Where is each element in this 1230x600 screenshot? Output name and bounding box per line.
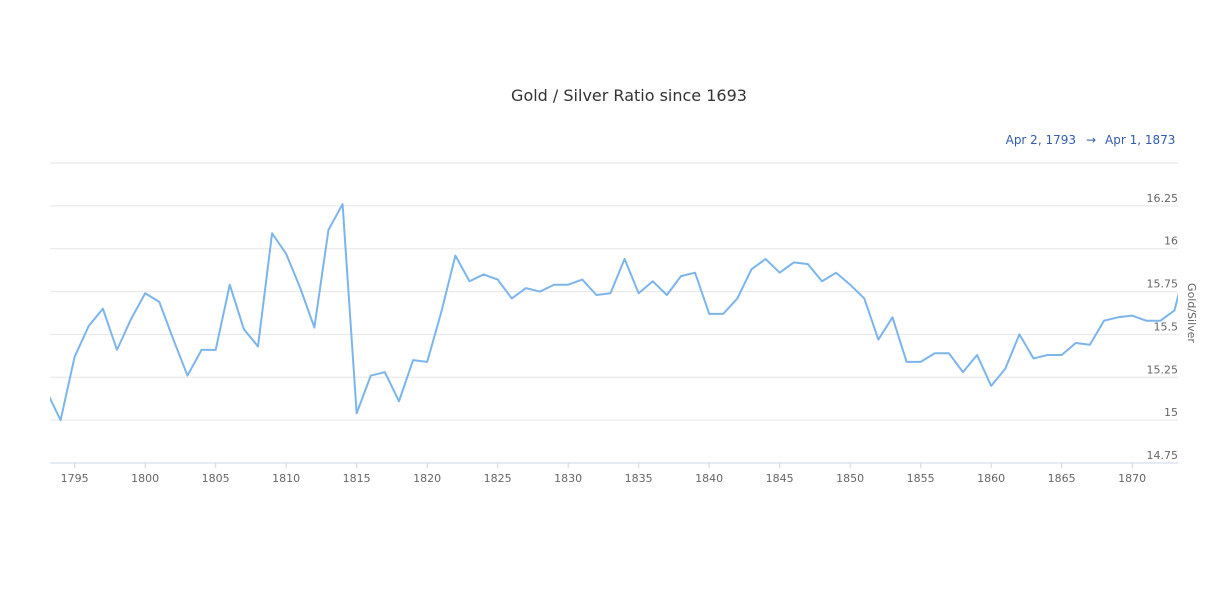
y-tick-label: 15 <box>1164 406 1178 419</box>
y-tick-label: 15.5 <box>1154 320 1179 333</box>
range-end: Apr 1, 1873 <box>1105 133 1175 147</box>
x-tick-label: 1830 <box>554 472 582 485</box>
data-line <box>50 203 1178 422</box>
range-arrow: → <box>1086 133 1096 147</box>
x-tick-label: 1810 <box>272 472 300 485</box>
y-tick-label: 14.75 <box>1147 449 1179 462</box>
chart-title: Gold / Silver Ratio since 1693 <box>511 86 747 105</box>
x-tick-label: 1795 <box>61 472 89 485</box>
y-tick-label: 15.25 <box>1147 363 1179 376</box>
x-tick-label: 1800 <box>131 472 159 485</box>
x-tick-label: 1820 <box>413 472 441 485</box>
x-tick-label: 1825 <box>484 472 512 485</box>
x-tick-label: 1855 <box>907 472 935 485</box>
y-tick-label: 15.75 <box>1147 278 1179 291</box>
x-tick-label: 1805 <box>202 472 230 485</box>
x-tick-label: 1870 <box>1118 472 1146 485</box>
y-tick-label: 16 <box>1164 235 1178 248</box>
x-tick-label: 1860 <box>977 472 1005 485</box>
x-tick-label: 1815 <box>343 472 371 485</box>
x-tick-label: 1840 <box>695 472 723 485</box>
x-tick-label: 1845 <box>766 472 794 485</box>
x-tick-label: 1850 <box>836 472 864 485</box>
y-tick-label: 16.25 <box>1147 192 1179 205</box>
x-tick-label: 1835 <box>625 472 653 485</box>
x-tick-label: 1865 <box>1048 472 1076 485</box>
range-start: Apr 2, 1793 <box>1006 133 1076 147</box>
y-axis-title: Gold/Silver <box>1185 283 1198 343</box>
